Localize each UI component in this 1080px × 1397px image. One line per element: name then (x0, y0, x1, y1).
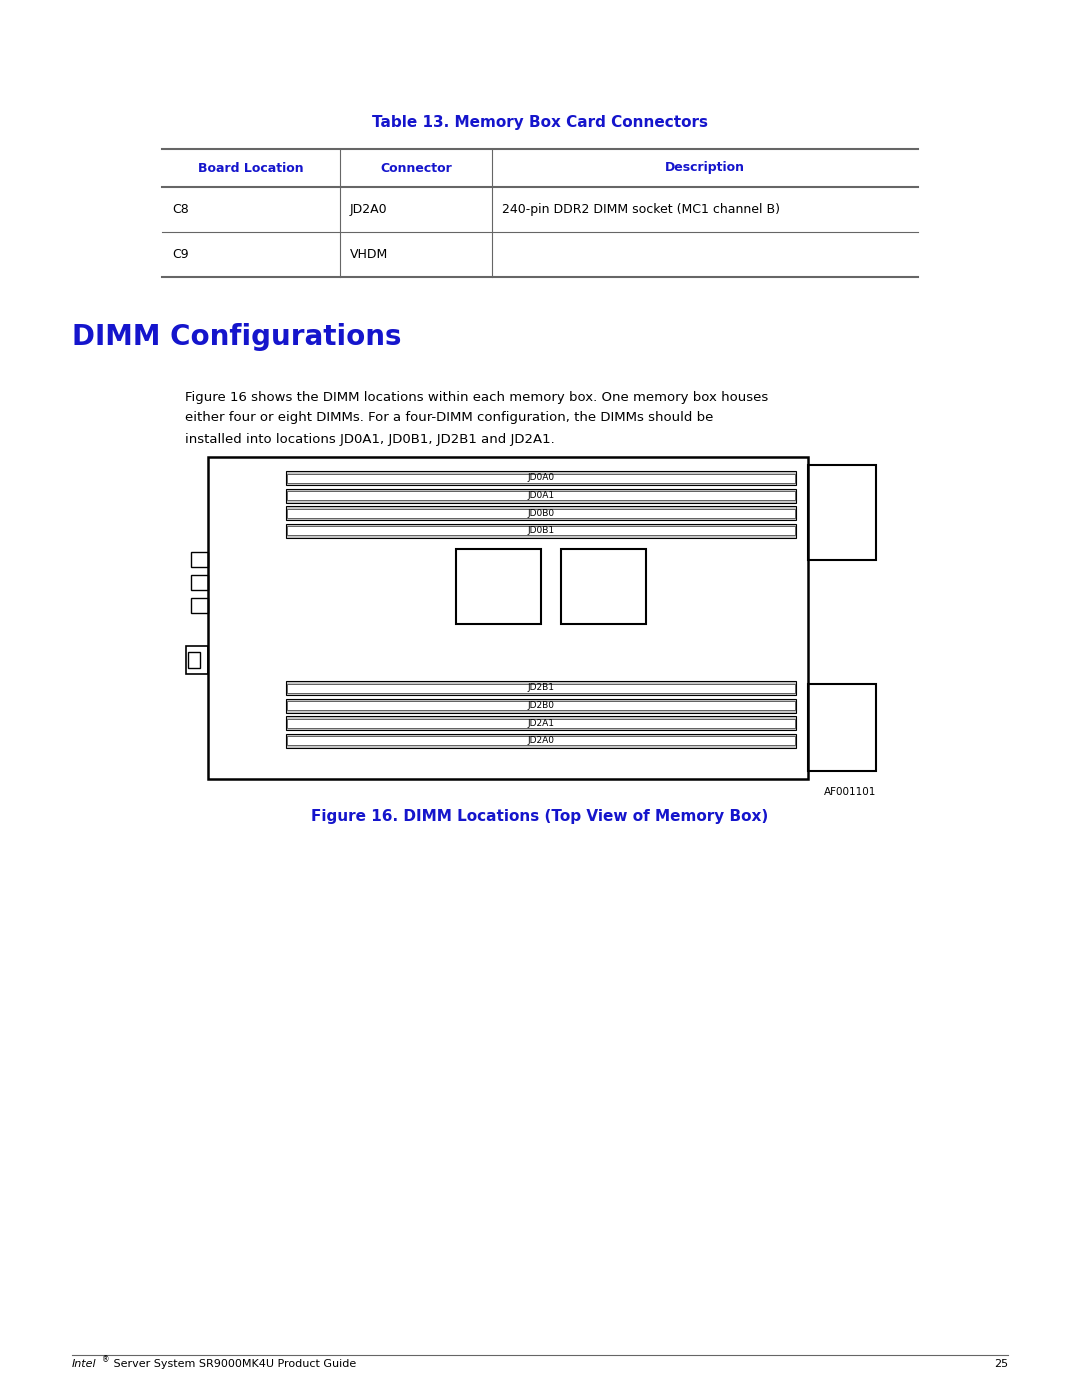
Bar (287, 736, 795, 745)
Bar (287, 474, 795, 482)
Bar (188, 652, 200, 668)
Bar (186, 645, 208, 673)
Text: installed into locations JD0A1, JD0B1, JD2B1 and JD2A1.: installed into locations JD0A1, JD0B1, J… (185, 433, 555, 446)
Text: Description: Description (665, 162, 745, 175)
Text: Connector: Connector (380, 162, 451, 175)
Text: Intel: Intel (72, 1359, 96, 1369)
Bar (286, 471, 796, 485)
Text: JD2A1: JD2A1 (527, 718, 554, 728)
Text: 25: 25 (994, 1359, 1008, 1369)
Text: C8: C8 (172, 203, 189, 217)
Text: JD0A0: JD0A0 (527, 474, 554, 482)
Text: JD0A1: JD0A1 (527, 490, 554, 500)
Text: either four or eight DIMMs. For a four-DIMM configuration, the DIMMs should be: either four or eight DIMMs. For a four-D… (185, 412, 714, 425)
Text: JD0B0: JD0B0 (527, 509, 554, 517)
Text: C9: C9 (172, 249, 189, 261)
Bar (561, 549, 646, 624)
Bar (287, 527, 795, 535)
Bar (286, 680, 796, 694)
Bar (191, 574, 208, 590)
Bar (286, 524, 796, 538)
Text: Table 13. Memory Box Card Connectors: Table 13. Memory Box Card Connectors (372, 115, 708, 130)
Bar (286, 717, 796, 731)
Bar (808, 465, 876, 560)
Text: 240-pin DDR2 DIMM socket (MC1 channel B): 240-pin DDR2 DIMM socket (MC1 channel B) (502, 203, 780, 217)
Bar (287, 490, 795, 500)
Bar (287, 718, 795, 728)
Text: DIMM Configurations: DIMM Configurations (72, 323, 402, 351)
Text: JD2A0: JD2A0 (527, 736, 554, 745)
Bar (287, 683, 795, 693)
Text: Board Location: Board Location (199, 162, 303, 175)
Bar (287, 509, 795, 517)
Text: Server System SR9000MK4U Product Guide: Server System SR9000MK4U Product Guide (110, 1359, 356, 1369)
Bar (286, 506, 796, 520)
Bar (808, 685, 876, 771)
Bar (287, 701, 795, 710)
Text: JD2B0: JD2B0 (527, 701, 554, 710)
Text: Figure 16. DIMM Locations (Top View of Memory Box): Figure 16. DIMM Locations (Top View of M… (311, 809, 769, 824)
Text: JD2A0: JD2A0 (350, 203, 388, 217)
Text: VHDM: VHDM (350, 249, 388, 261)
Bar (208, 457, 808, 780)
Bar (191, 598, 208, 612)
Bar (191, 552, 208, 567)
Bar (286, 733, 796, 747)
Text: AF001101: AF001101 (824, 787, 876, 798)
Text: JD2B1: JD2B1 (527, 683, 554, 693)
Text: JD0B1: JD0B1 (527, 527, 554, 535)
Text: Figure 16 shows the DIMM locations within each memory box. One memory box houses: Figure 16 shows the DIMM locations withi… (185, 391, 768, 404)
Bar (286, 489, 796, 503)
Text: ®: ® (102, 1355, 109, 1363)
Bar (456, 549, 541, 624)
Bar (286, 698, 796, 712)
